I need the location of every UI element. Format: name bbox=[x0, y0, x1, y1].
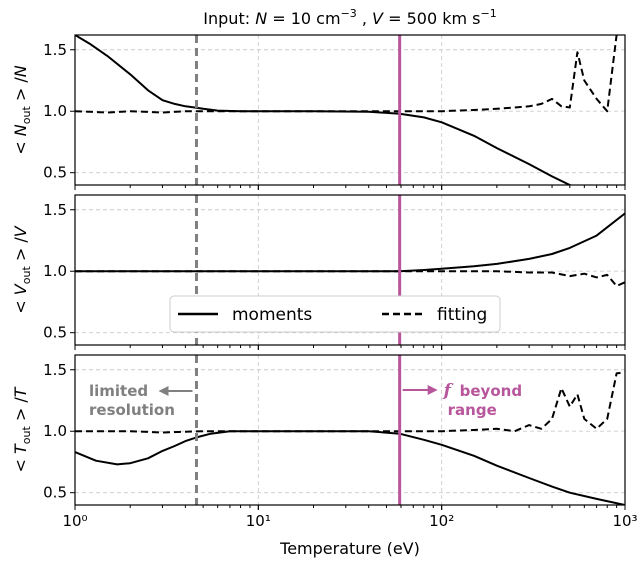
series-fitting bbox=[75, 270, 625, 287]
beyond-range-label: range bbox=[448, 401, 497, 419]
axes-frame bbox=[74, 34, 626, 186]
left-arrow-head bbox=[158, 386, 169, 396]
series-fitting bbox=[75, 371, 625, 434]
axes-frame bbox=[74, 354, 626, 506]
axes-frame bbox=[74, 194, 626, 346]
panel-3: 0.5 1.0 1.5 < Tout > /T bbox=[11, 354, 626, 510]
limited-resolution-label: resolution bbox=[89, 401, 175, 419]
y-tick-label: 1.5 bbox=[43, 41, 67, 59]
x-axis-label: Temperature (eV) bbox=[279, 539, 420, 558]
chart-title: Input: N = 10 cm−3 , V = 500 km s−1 bbox=[203, 7, 496, 28]
y-tick-label: 1.0 bbox=[43, 102, 67, 120]
f-symbol: f bbox=[443, 381, 454, 401]
series-fitting bbox=[75, 35, 618, 114]
panels: 0.5 1.0 1.5 < Nout > /N 0.5 1.0 1.5 < Vout > /V… bbox=[11, 34, 626, 510]
beyond-range-label: beyond bbox=[460, 382, 522, 400]
annotations: 10⁰ 10¹ 10² 10³ moments fitting limitedresolut… bbox=[62, 295, 638, 530]
panel-1: 0.5 1.0 1.5 < Nout > /N bbox=[11, 34, 626, 190]
y-tick-label: 1.5 bbox=[43, 201, 67, 219]
series-moments bbox=[75, 212, 625, 273]
legend-label-fitting: fitting bbox=[437, 305, 487, 325]
y-tick-label: 0.5 bbox=[43, 164, 67, 182]
y-tick-label: 1.0 bbox=[43, 422, 67, 440]
x-tick-label: 10⁰ bbox=[62, 512, 87, 530]
panel-2: 0.5 1.0 1.5 < Vout > /V bbox=[11, 194, 626, 350]
right-arrow-head bbox=[427, 385, 438, 395]
legend-label-moments: moments bbox=[232, 305, 312, 325]
series-moments bbox=[75, 430, 625, 505]
y-tick-label: 0.5 bbox=[43, 484, 67, 502]
y-tick-label: 1.5 bbox=[43, 361, 67, 379]
series-moments bbox=[75, 35, 573, 185]
legend: moments fitting bbox=[169, 295, 501, 333]
y-axis-label: < Tout > /T bbox=[11, 386, 33, 472]
y-axis-label: < Nout > /N bbox=[11, 65, 33, 154]
legend-box bbox=[169, 295, 501, 333]
limited-resolution-label: limited bbox=[89, 382, 148, 400]
y-tick-label: 1.0 bbox=[43, 262, 67, 280]
y-tick-label: 0.5 bbox=[43, 324, 67, 342]
x-tick-label: 10¹ bbox=[246, 512, 271, 530]
x-tick-label: 10² bbox=[429, 512, 454, 530]
y-axis-label: < Vout > /V bbox=[11, 225, 33, 313]
x-tick-label: 10³ bbox=[612, 512, 637, 530]
